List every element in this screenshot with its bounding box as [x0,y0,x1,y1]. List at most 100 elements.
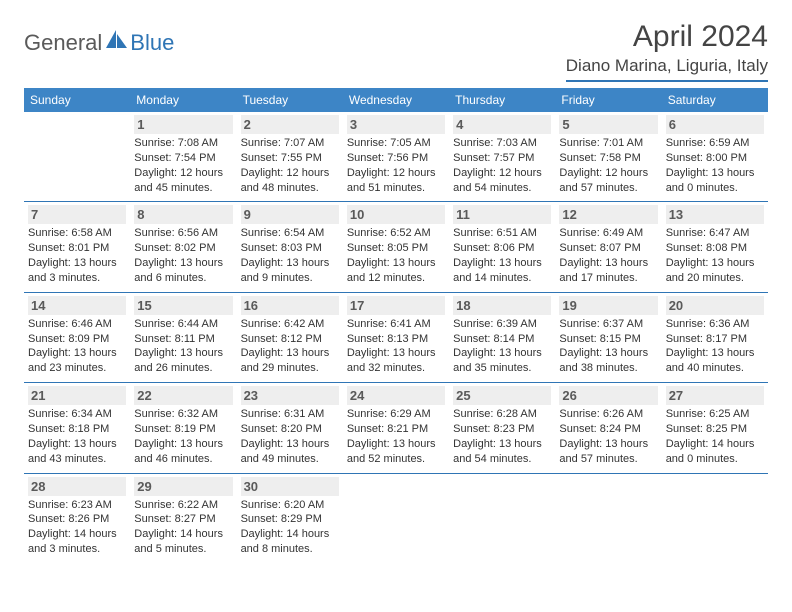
day-number: 2 [241,115,339,134]
calendar-day-cell: 29Sunrise: 6:22 AMSunset: 8:27 PMDayligh… [130,473,236,563]
day-number: 23 [241,386,339,405]
sunset-text: Sunset: 8:18 PM [28,422,126,437]
daylight-text: Daylight: 12 hours and 54 minutes. [453,166,551,196]
calendar-day-cell: 30Sunrise: 6:20 AMSunset: 8:29 PMDayligh… [237,473,343,563]
sunrise-text: Sunrise: 6:41 AM [347,317,445,332]
sunset-text: Sunset: 8:29 PM [241,512,339,527]
calendar-day-cell: 1 Sunrise: 7:08 AMSunset: 7:54 PMDaylight… [130,112,236,202]
sunset-text: Sunset: 7:58 PM [559,151,657,166]
sunrise-text: Sunrise: 6:28 AM [453,407,551,422]
sunrise-text: Sunrise: 6:47 AM [666,226,764,241]
weekday-header-row: Sunday Monday Tuesday Wednesday Thursday… [24,88,768,112]
weekday-header: Saturday [662,88,768,112]
day-number: 25 [453,386,551,405]
weekday-header: Tuesday [237,88,343,112]
day-info: Sunrise: 7:05 AMSunset: 7:56 PMDaylight:… [347,136,445,195]
weekday-header: Monday [130,88,236,112]
sunrise-text: Sunrise: 6:58 AM [28,226,126,241]
calendar-week-row: 1 Sunrise: 7:08 AMSunset: 7:54 PMDaylight… [24,112,768,202]
sunrise-text: Sunrise: 7:07 AM [241,136,339,151]
day-info: Sunrise: 6:26 AMSunset: 8:24 PMDaylight:… [559,407,657,466]
sunset-text: Sunset: 8:08 PM [666,241,764,256]
calendar-day-cell: 20Sunrise: 6:36 AMSunset: 8:17 PMDayligh… [662,292,768,382]
calendar-day-cell: 14Sunrise: 6:46 AMSunset: 8:09 PMDayligh… [24,292,130,382]
day-number: 21 [28,386,126,405]
daylight-text: Daylight: 13 hours and 35 minutes. [453,346,551,376]
daylight-text: Daylight: 13 hours and 6 minutes. [134,256,232,286]
day-info: Sunrise: 6:54 AMSunset: 8:03 PMDaylight:… [241,226,339,285]
location-subtitle: Diano Marina, Liguria, Italy [566,56,768,82]
daylight-text: Daylight: 14 hours and 8 minutes. [241,527,339,557]
daylight-text: Daylight: 13 hours and 3 minutes. [28,256,126,286]
calendar-day-cell: 27 Sunrise: 6:25 AMSunset: 8:25 PMDayligh… [662,383,768,473]
day-number: 20 [666,296,764,315]
sunrise-text: Sunrise: 6:46 AM [28,317,126,332]
calendar-day-cell: 7Sunrise: 6:58 AMSunset: 8:01 PMDaylight… [24,202,130,292]
calendar-day-cell: 13 Sunrise: 6:47 AMSunset: 8:08 PMDayligh… [662,202,768,292]
day-number: 10 [347,205,445,224]
daylight-text: Daylight: 13 hours and 57 minutes. [559,437,657,467]
day-info: Sunrise: 6:52 AMSunset: 8:05 PMDaylight:… [347,226,445,285]
sunrise-text: Sunrise: 6:42 AM [241,317,339,332]
sunrise-text: Sunrise: 6:56 AM [134,226,232,241]
day-info: Sunrise: 6:46 AMSunset: 8:09 PMDaylight:… [28,317,126,376]
daylight-text: Daylight: 13 hours and 46 minutes. [134,437,232,467]
daylight-text: Daylight: 13 hours and 52 minutes. [347,437,445,467]
day-number: 11 [453,205,551,224]
sunset-text: Sunset: 8:05 PM [347,241,445,256]
calendar-day-cell: 2 Sunrise: 7:07 AMSunset: 7:55 PMDaylight… [237,112,343,202]
day-info: Sunrise: 6:32 AMSunset: 8:19 PMDaylight:… [134,407,232,466]
brand-part2: Blue [130,30,174,56]
sunrise-text: Sunrise: 6:32 AM [134,407,232,422]
sunset-text: Sunset: 8:12 PM [241,332,339,347]
calendar-day-cell: 3Sunrise: 7:05 AMSunset: 7:56 PMDaylight… [343,112,449,202]
calendar-week-row: 7Sunrise: 6:58 AMSunset: 8:01 PMDaylight… [24,202,768,292]
day-number: 29 [134,477,232,496]
daylight-text: Daylight: 13 hours and 54 minutes. [453,437,551,467]
day-number: 1 [134,115,232,134]
sunrise-text: Sunrise: 6:34 AM [28,407,126,422]
calendar-day-cell: 10 Sunrise: 6:52 AMSunset: 8:05 PMDayligh… [343,202,449,292]
day-info: Sunrise: 7:07 AMSunset: 7:55 PMDaylight:… [241,136,339,195]
title-block: April 2024 Diano Marina, Liguria, Italy [566,20,768,82]
brand-sail-icon [106,30,128,48]
calendar-day-cell: 9 Sunrise: 6:54 AMSunset: 8:03 PMDaylight… [237,202,343,292]
daylight-text: Daylight: 13 hours and 40 minutes. [666,346,764,376]
sunset-text: Sunset: 8:17 PM [666,332,764,347]
sunrise-text: Sunrise: 7:08 AM [134,136,232,151]
sunset-text: Sunset: 8:00 PM [666,151,764,166]
calendar-day-cell: 24Sunrise: 6:29 AMSunset: 8:21 PMDayligh… [343,383,449,473]
calendar-day-cell [449,473,555,563]
calendar-day-cell [343,473,449,563]
sunrise-text: Sunrise: 6:26 AM [559,407,657,422]
sunrise-text: Sunrise: 6:25 AM [666,407,764,422]
sunset-text: Sunset: 8:01 PM [28,241,126,256]
day-info: Sunrise: 6:47 AMSunset: 8:08 PMDaylight:… [666,226,764,285]
calendar-day-cell: 21Sunrise: 6:34 AMSunset: 8:18 PMDayligh… [24,383,130,473]
day-info: Sunrise: 6:25 AMSunset: 8:25 PMDaylight:… [666,407,764,466]
page-header: General Blue April 2024 Diano Marina, Li… [24,20,768,82]
day-info: Sunrise: 6:23 AMSunset: 8:26 PMDaylight:… [28,498,126,557]
brand-part1: General [24,30,102,56]
day-info: Sunrise: 6:39 AMSunset: 8:14 PMDaylight:… [453,317,551,376]
sunrise-text: Sunrise: 7:03 AM [453,136,551,151]
sunset-text: Sunset: 8:14 PM [453,332,551,347]
day-info: Sunrise: 7:08 AMSunset: 7:54 PMDaylight:… [134,136,232,195]
sunset-text: Sunset: 8:19 PM [134,422,232,437]
daylight-text: Daylight: 13 hours and 12 minutes. [347,256,445,286]
sunset-text: Sunset: 8:21 PM [347,422,445,437]
sunrise-text: Sunrise: 6:20 AM [241,498,339,513]
calendar-day-cell: 11Sunrise: 6:51 AMSunset: 8:06 PMDayligh… [449,202,555,292]
day-info: Sunrise: 6:44 AMSunset: 8:11 PMDaylight:… [134,317,232,376]
day-number: 27 [666,386,764,405]
sunset-text: Sunset: 8:15 PM [559,332,657,347]
day-number: 9 [241,205,339,224]
day-number: 6 [666,115,764,134]
sunrise-text: Sunrise: 6:51 AM [453,226,551,241]
sunrise-text: Sunrise: 6:59 AM [666,136,764,151]
calendar-day-cell: 16Sunrise: 6:42 AMSunset: 8:12 PMDayligh… [237,292,343,382]
calendar-day-cell: 15Sunrise: 6:44 AMSunset: 8:11 PMDayligh… [130,292,236,382]
calendar-day-cell: 4Sunrise: 7:03 AMSunset: 7:57 PMDaylight… [449,112,555,202]
day-info: Sunrise: 6:49 AMSunset: 8:07 PMDaylight:… [559,226,657,285]
day-number: 13 [666,205,764,224]
